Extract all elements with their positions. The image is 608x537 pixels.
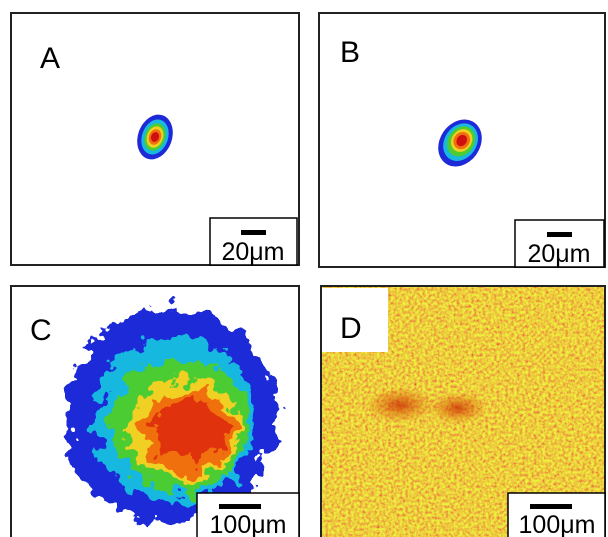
scale-bar: [241, 230, 266, 235]
panel-label: A: [40, 42, 60, 75]
scale-bar-label: 100μm: [210, 511, 287, 537]
panel-b: B 20μm: [318, 12, 606, 268]
scale-box: [514, 219, 605, 268]
intensity-spot: [137, 114, 173, 160]
panel-label: C: [30, 314, 52, 347]
panel-a: A 20μm: [10, 12, 300, 266]
panel-label: D: [340, 312, 362, 345]
panel-frame: [320, 285, 606, 537]
intensity-cluster: [65, 307, 275, 523]
scale-bar-label: 100μm: [519, 511, 596, 537]
scale-bar-label: 20μm: [221, 238, 284, 266]
scale-bar: [547, 232, 572, 237]
panel-c: C 100μm: [10, 285, 300, 537]
scale-box: [507, 492, 606, 537]
label-box: [322, 288, 388, 352]
panel-d: D 100μm: [320, 285, 606, 537]
scale-bar-label: 20μm: [527, 240, 590, 268]
scale-bar: [219, 504, 261, 509]
intensity-spot: [438, 119, 482, 167]
scale-box: [209, 217, 298, 266]
scale-box: [196, 492, 300, 537]
panel-label: B: [340, 36, 360, 69]
scale-bar: [530, 504, 572, 509]
